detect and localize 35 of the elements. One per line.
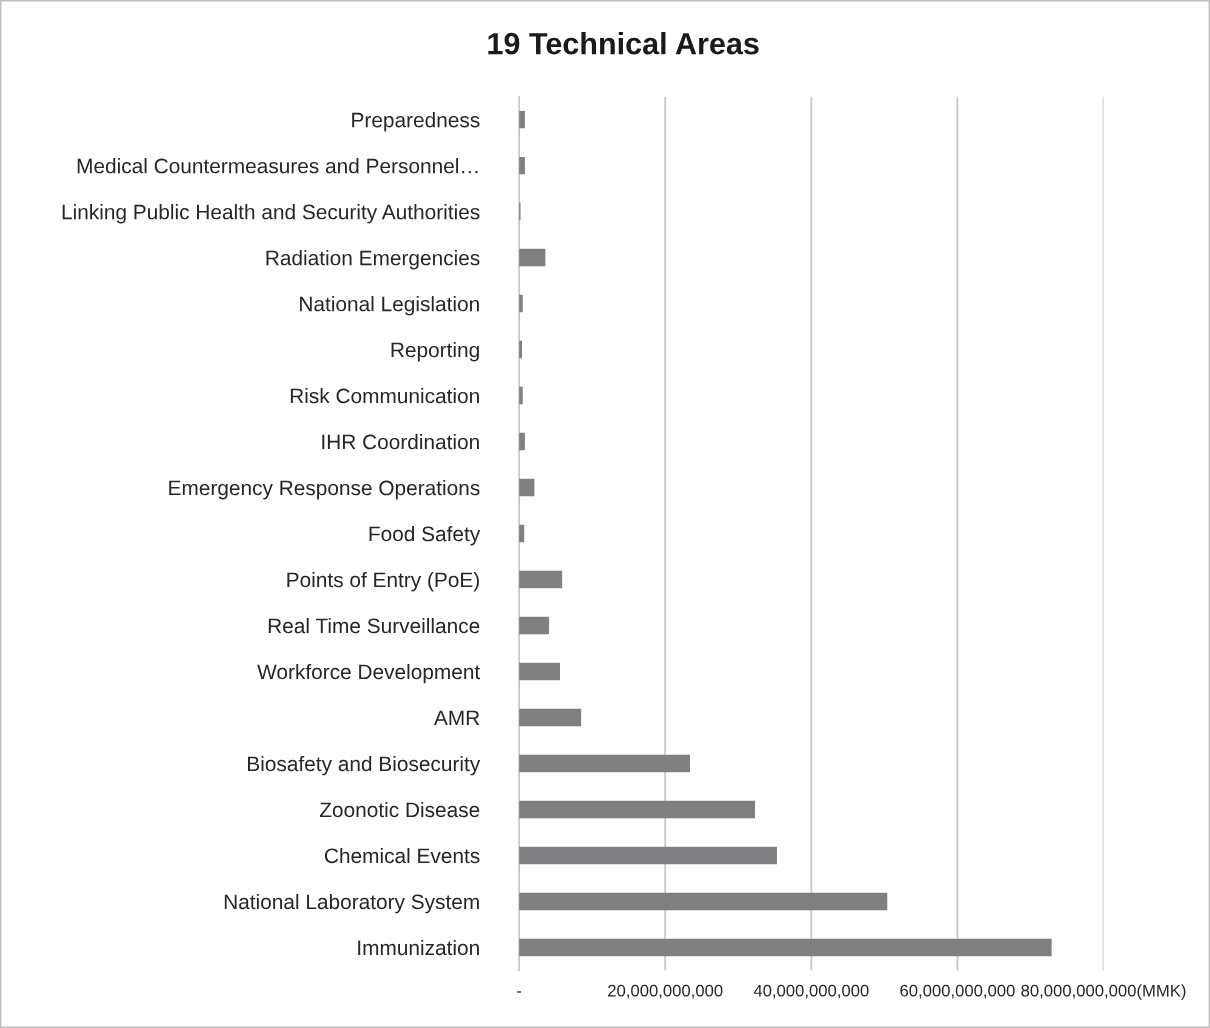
x-tick-label: 80,000,000,000(MMK) <box>1021 984 1186 1000</box>
y-tick-label: National Legislation <box>300 296 479 316</box>
x-tick-label: - <box>517 991 522 993</box>
bar <box>519 892 888 911</box>
x-tick-label: 20,000,000,000 <box>608 984 723 999</box>
y-tick-label: Biosafety and Biosecurity <box>248 755 481 776</box>
y-tick-label: Risk Communication <box>290 388 479 404</box>
y-tick-label: Emergency Response Operations <box>169 479 480 500</box>
y-tick-label: Linking Public Health and Security Authorities <box>62 204 480 224</box>
bar <box>519 754 691 773</box>
y-tick-label: National Laboratory System <box>224 893 479 914</box>
y-tick-label: Preparedness <box>352 112 480 132</box>
bar <box>519 938 1052 957</box>
y-tick-label: Radiation Emergencies <box>266 250 480 270</box>
y-tick-label: Chemical Events <box>324 847 480 864</box>
y-tick-label: Real Time Surveillance <box>268 617 480 634</box>
bar <box>519 800 756 819</box>
bar <box>519 248 546 267</box>
bar <box>519 616 550 635</box>
bar <box>519 846 777 865</box>
y-tick-label: Immunization <box>358 939 479 956</box>
y-tick-label: Points of Entry (PoE) <box>287 571 479 592</box>
x-tick-label: 60,000,000,000 <box>900 984 1015 999</box>
y-tick-label: AMR <box>433 710 480 726</box>
y-tick-label: Zoonotic Disease <box>319 801 480 818</box>
x-tick-label: 40,000,000,000 <box>753 984 869 999</box>
y-tick-label: Reporting <box>391 342 479 362</box>
chart-title: 19 Technical Areas <box>488 32 759 55</box>
y-tick-label: Food Safety <box>369 525 481 546</box>
bar <box>519 662 560 681</box>
bar <box>519 570 563 589</box>
y-tick-label: Medical Countermeasures and Personnel… <box>77 158 478 174</box>
bar <box>519 708 582 727</box>
y-tick-label: IHR Coordination <box>322 434 479 450</box>
y-tick-label: Workforce Development <box>257 663 481 684</box>
